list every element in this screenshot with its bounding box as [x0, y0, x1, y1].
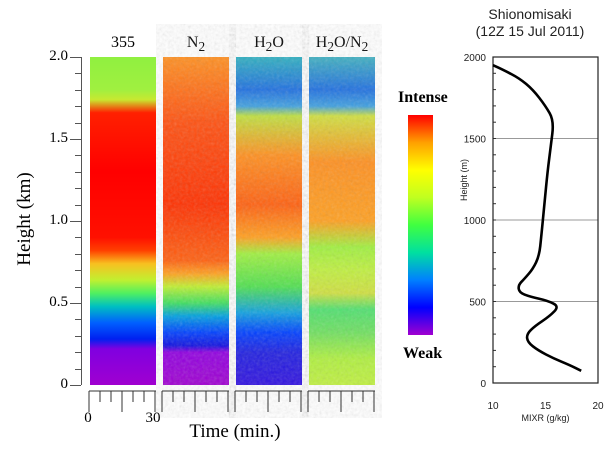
- y-tick-mark: [75, 106, 81, 108]
- y-tick-mark: [75, 319, 81, 321]
- x-axis-label: Time (min.): [189, 421, 281, 442]
- x-tick-0: 0: [84, 410, 92, 426]
- y-tick-mark: [75, 122, 81, 124]
- y-tick-label: 1500: [464, 135, 487, 146]
- y-tick-mark: [75, 204, 81, 206]
- profile-title: Shionomisaki (12Z 15 Jul 2011): [455, 6, 605, 40]
- y-tick-mark: [75, 237, 81, 239]
- y-tick-label: 0.5: [49, 294, 68, 310]
- y-tick-label: 500: [469, 298, 486, 309]
- y-tick-label: 1.0: [49, 212, 68, 228]
- y-tick-mark: [75, 335, 81, 337]
- panel-title-h2o: H2O: [254, 34, 284, 55]
- y-tick-mark: [70, 303, 81, 304]
- x-tick-label: 20: [592, 401, 604, 412]
- chart-title: Shionomisaki: [488, 6, 572, 22]
- y-tick-mark: [75, 286, 81, 288]
- y-axis-line: [81, 57, 82, 385]
- panel-title-text: 355: [111, 34, 135, 51]
- y-tick-mark: [75, 253, 81, 255]
- colorbar-bottom-label: Weak: [403, 345, 443, 362]
- y-tick-label: 1.5: [49, 130, 68, 146]
- panel-title-355: 355: [83, 34, 163, 52]
- y-tick-label: 0: [480, 379, 486, 390]
- y-tick-mark: [75, 270, 81, 272]
- heatmap-panel-355: [90, 57, 156, 385]
- y-tick-mark: [75, 73, 81, 75]
- y-tick-mark: [70, 385, 81, 386]
- y-tick-mark: [70, 139, 81, 140]
- colorbar-top-label: Intense: [398, 89, 448, 106]
- y-tick-mark: [75, 188, 81, 190]
- y-tick-mark: [70, 57, 81, 58]
- y-tick-mark: [75, 352, 81, 354]
- y-tick-label: 2000: [464, 53, 487, 64]
- plot-frame: [492, 56, 599, 384]
- mixr-profile-line: [492, 63, 582, 372]
- y-tick-label: 0: [60, 376, 69, 392]
- y-tick-mark: [70, 221, 81, 222]
- chart-subtitle: (12Z 15 Jul 2011): [475, 23, 585, 39]
- y-axis-label: Height (m): [459, 159, 469, 201]
- x-axis-label: MIXR (g/kg): [521, 413, 569, 423]
- x-tick-label: 10: [487, 401, 499, 412]
- y-tick-mark: [75, 171, 81, 173]
- panel-title-n2: N2: [186, 34, 206, 55]
- panel-title-h2o-n2: H2O/N2: [315, 34, 369, 55]
- x-tick-label: 15: [540, 401, 552, 412]
- y-tick-mark: [75, 155, 81, 157]
- colorbar: [408, 115, 433, 335]
- y-tick-label: 2.0: [49, 48, 68, 64]
- y-tick-mark: [75, 368, 81, 370]
- y-tick-label: 1000: [464, 216, 487, 227]
- x-tick-30: 30: [145, 410, 161, 426]
- y-tick-mark: [75, 89, 81, 91]
